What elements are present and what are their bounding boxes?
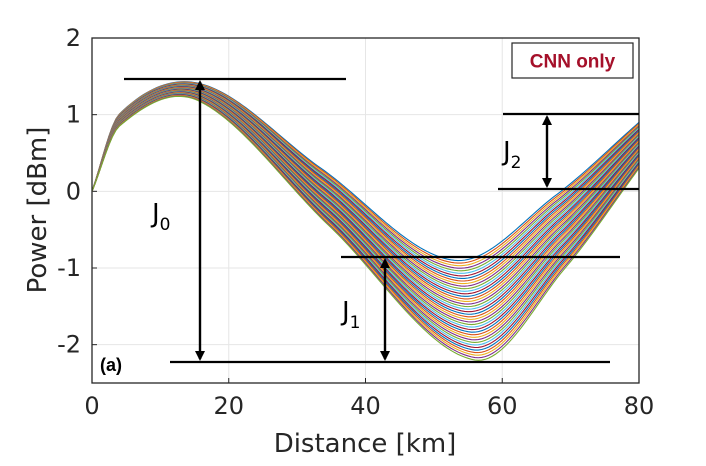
x-tick-labels: 0 20 40 60 80 bbox=[84, 392, 654, 420]
y-tick-label: 0 bbox=[66, 177, 81, 205]
j2-label: J2 bbox=[501, 137, 522, 173]
method-badge: CNN only bbox=[511, 42, 634, 79]
series-group bbox=[91, 81, 640, 361]
y-axis-label: Power [dBm] bbox=[23, 127, 53, 294]
y-tick-label: 2 bbox=[66, 24, 81, 52]
y-tick-label: -2 bbox=[57, 331, 81, 359]
panel-label: (a) bbox=[100, 355, 122, 375]
axes-box bbox=[91, 37, 640, 384]
x-tick-label: 0 bbox=[84, 392, 99, 420]
x-tick-label: 20 bbox=[213, 392, 244, 420]
j0-label: J0 bbox=[150, 199, 171, 235]
series-line bbox=[91, 95, 640, 361]
y-tick-labels: 2 1 0 -1 -2 bbox=[57, 24, 81, 359]
annotations bbox=[124, 77, 639, 364]
x-tick-label: 60 bbox=[487, 392, 518, 420]
j1-label: J1 bbox=[340, 297, 361, 333]
method-badge-text: CNN only bbox=[530, 52, 616, 73]
y-tick-label: -1 bbox=[57, 254, 81, 282]
x-tick-label: 80 bbox=[624, 392, 655, 420]
x-tick-label: 40 bbox=[350, 392, 381, 420]
x-axis-label: Distance [km] bbox=[274, 429, 457, 459]
y-tick-label: 1 bbox=[66, 101, 81, 129]
annotation-labels: J0 J1 J2 bbox=[150, 137, 522, 333]
panel-label-box: (a) bbox=[96, 349, 132, 379]
